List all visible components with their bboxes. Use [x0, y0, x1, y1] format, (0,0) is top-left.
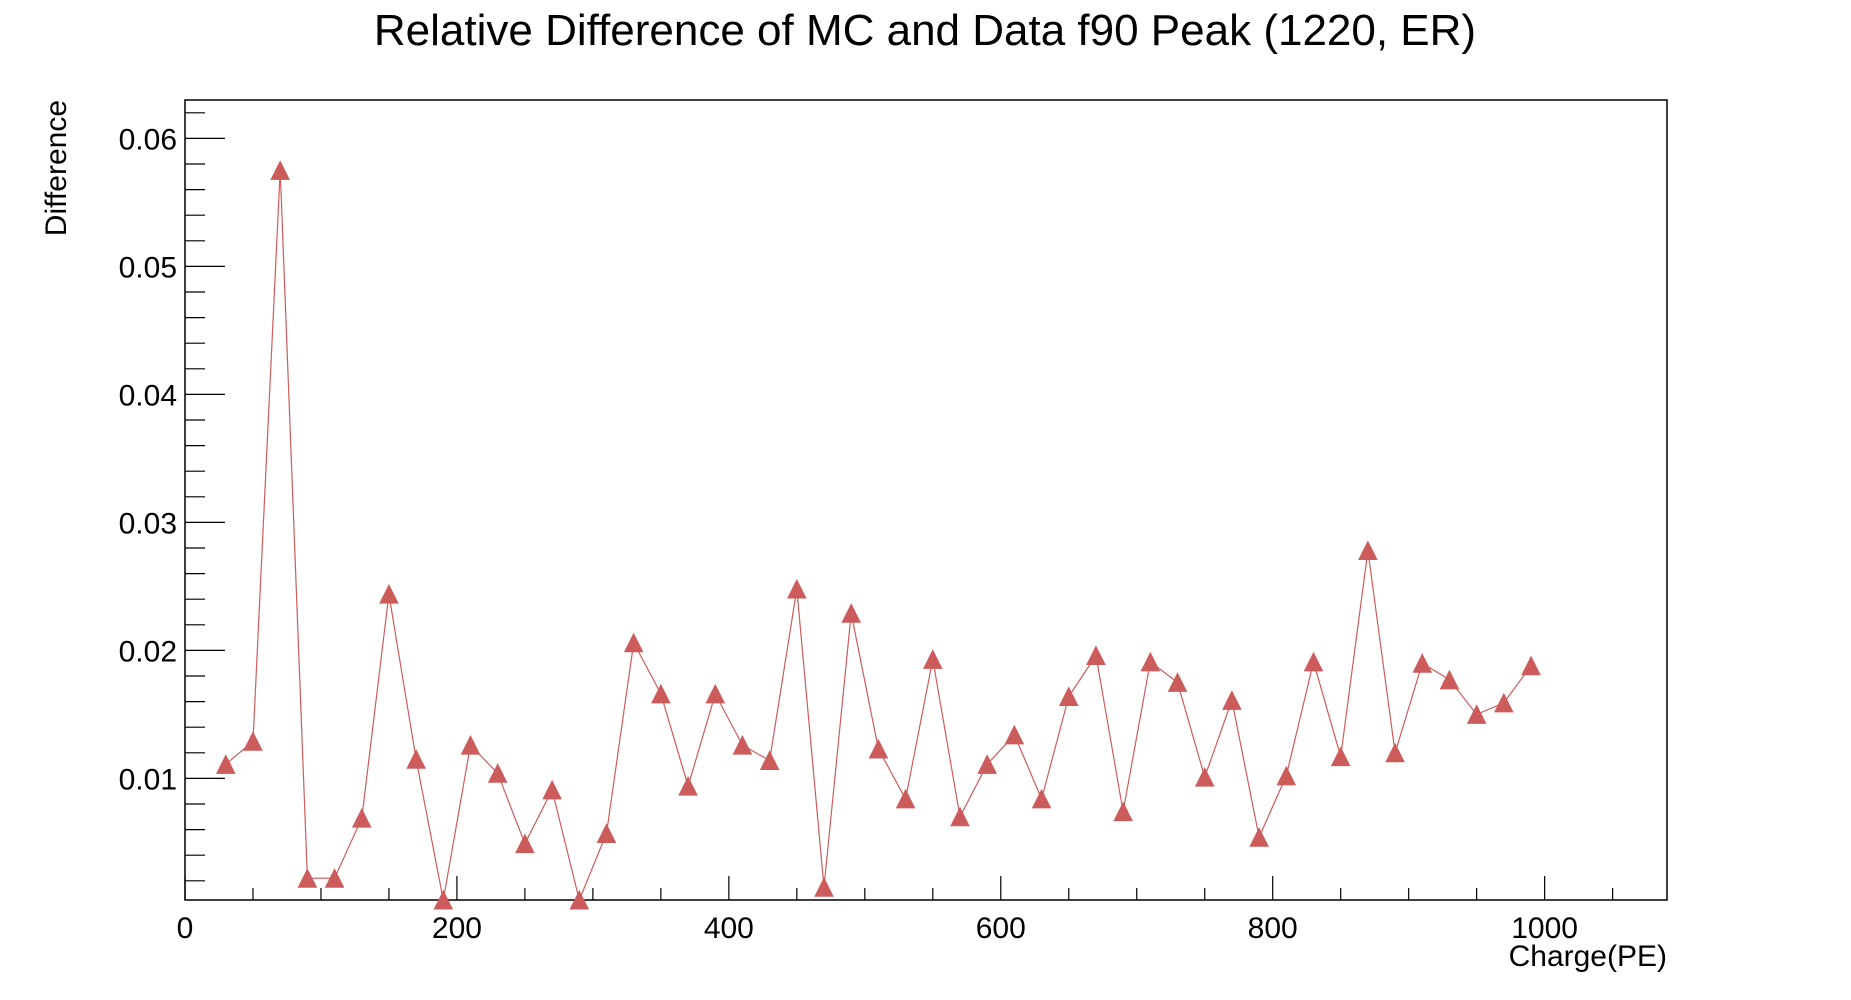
data-point	[1466, 704, 1487, 724]
data-point	[1167, 672, 1188, 692]
data-point	[596, 823, 617, 843]
data-point	[406, 749, 426, 769]
x-tick-label: 600	[976, 912, 1026, 945]
data-point	[487, 763, 508, 783]
data-point	[243, 731, 263, 751]
data-point	[1140, 651, 1161, 672]
data-point	[433, 889, 454, 910]
data-point	[542, 779, 562, 800]
series-line	[225, 170, 1532, 902]
data-point	[1439, 669, 1460, 690]
data-point	[515, 833, 535, 854]
y-tick-label: 0.04	[119, 379, 177, 412]
data-point	[977, 754, 997, 774]
data-point	[1113, 801, 1133, 822]
data-point	[678, 775, 698, 796]
data-point	[1004, 724, 1025, 745]
data-point	[1058, 686, 1079, 706]
data-point	[351, 807, 372, 828]
y-tick-label: 0.05	[119, 251, 177, 284]
x-tick-label: 1000	[1511, 912, 1578, 945]
data-point	[651, 683, 671, 704]
data-point	[922, 649, 943, 669]
data-point	[895, 788, 916, 809]
y-tick-label: 0.01	[119, 763, 177, 796]
y-axis-label: Difference	[40, 100, 73, 236]
x-tick-label: 400	[704, 912, 754, 945]
chart-title: Relative Difference of MC and Data f90 P…	[374, 6, 1476, 55]
data-point	[759, 750, 780, 770]
x-tick-label: 0	[177, 912, 194, 945]
data-point	[460, 735, 481, 755]
data-point	[814, 877, 834, 897]
data-point	[1303, 651, 1324, 672]
data-point	[215, 754, 236, 774]
y-tick-label: 0.02	[119, 635, 177, 668]
plot-frame	[184, 99, 1668, 901]
data-point	[1385, 742, 1405, 763]
y-tick-label: 0.03	[119, 507, 177, 540]
data-point	[1494, 692, 1514, 713]
data-point	[623, 632, 644, 653]
data-points	[215, 160, 1541, 910]
data-point	[732, 735, 753, 755]
data-point	[1086, 645, 1106, 666]
data-point	[1222, 690, 1242, 710]
x-axis-label: Charge(PE)	[1509, 940, 1667, 973]
x-axis: 0 200 400 600 800 1000	[177, 876, 1614, 945]
data-point	[705, 683, 726, 704]
data-point	[841, 603, 862, 623]
data-point	[1031, 788, 1052, 809]
data-point	[1330, 746, 1351, 767]
data-point	[1276, 765, 1297, 786]
x-tick-label: 800	[1248, 912, 1298, 945]
data-point	[569, 889, 590, 910]
data-point	[297, 868, 318, 888]
data-point	[950, 806, 970, 827]
data-point	[1358, 540, 1378, 561]
y-axis: 0.01 0.02 0.03 0.04 0.05 0.06	[119, 112, 225, 882]
data-point	[379, 583, 399, 604]
x-tick-label: 200	[432, 912, 482, 945]
data-point	[787, 578, 807, 599]
y-tick-label: 0.06	[119, 123, 177, 156]
data-point	[324, 868, 345, 888]
data-point	[270, 160, 290, 180]
data-point	[1412, 653, 1433, 673]
data-point	[1194, 767, 1215, 787]
data-point	[1521, 655, 1541, 676]
data-point	[868, 738, 889, 759]
data-point	[1249, 827, 1269, 847]
